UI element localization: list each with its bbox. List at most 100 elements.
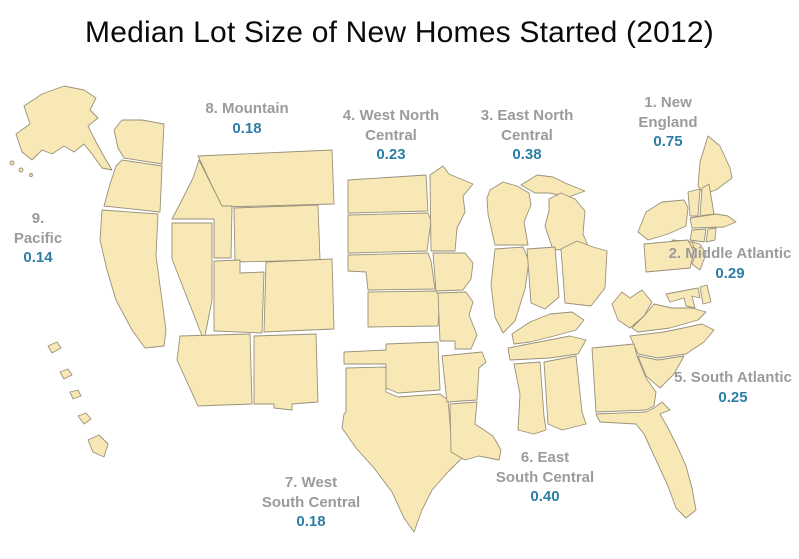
region-name-line: Central <box>501 126 553 144</box>
state-north-dakota <box>347 174 429 214</box>
region-name-line: Pacific <box>13 229 63 247</box>
state-wyoming <box>233 204 321 263</box>
state-arizona <box>176 333 253 407</box>
region-name-line: 7. West <box>284 474 338 491</box>
division-west-south-central <box>341 341 502 533</box>
state-colorado <box>263 258 335 333</box>
state-ohio <box>560 240 608 307</box>
state-nevada <box>171 222 213 342</box>
division-mountain <box>171 149 335 411</box>
state-delaware <box>699 284 712 305</box>
state-michigan <box>544 192 590 251</box>
state-idaho <box>171 159 233 259</box>
state-new-mexico <box>253 333 319 411</box>
state-louisiana <box>449 401 502 461</box>
state-oregon <box>103 159 163 213</box>
region-name-line: South Central <box>495 468 595 486</box>
division-south-atlantic <box>591 284 715 519</box>
state-iowa <box>432 252 474 292</box>
state-rhode-island <box>705 227 717 243</box>
state-illinois <box>490 246 530 334</box>
region-value: 0.14 <box>23 249 53 266</box>
state-georgia <box>591 343 657 413</box>
state-south-dakota <box>347 212 432 254</box>
region-name-line: Central <box>365 126 417 144</box>
division-west-north-central <box>347 165 478 350</box>
state-west-virginia <box>611 289 653 329</box>
aleutian-island-icon <box>29 173 33 177</box>
region-value: 0.18 <box>296 513 326 530</box>
state-hawaii-island <box>47 341 62 354</box>
page-title: Median Lot Size of New Homes Started (20… <box>85 16 714 49</box>
region-value: 0.75 <box>653 133 683 150</box>
state-washington <box>113 119 165 165</box>
state-kentucky <box>511 311 585 345</box>
region-label-new-england: 1. New England 0.75 <box>626 93 710 152</box>
region-name-line: 9. <box>31 210 45 227</box>
region-name-line: 2. Middle Atlantic <box>668 245 792 262</box>
region-name-line: England <box>638 113 698 131</box>
state-hawaii-big-island <box>87 434 109 458</box>
aleutian-island-icon <box>9 160 15 166</box>
region-label-south-atlantic: 5. South Atlantic 0.25 <box>668 368 798 407</box>
state-california <box>99 209 167 349</box>
state-new-jersey <box>691 241 707 271</box>
region-value: 0.23 <box>376 146 406 163</box>
state-arkansas <box>441 351 487 403</box>
region-label-west-south-central: 7. West South Central 0.18 <box>253 473 369 532</box>
state-massachusetts <box>689 213 737 229</box>
state-minnesota <box>429 165 474 252</box>
region-label-west-north-central: 4. West North Central 0.23 <box>331 106 451 165</box>
aleutian-island-icon <box>18 167 24 173</box>
region-name-line: 5. South Atlantic <box>674 369 792 386</box>
state-texas <box>341 366 463 533</box>
state-new-york <box>637 199 689 241</box>
state-michigan-upper-peninsula <box>520 174 586 198</box>
division-middle-atlantic <box>637 199 707 273</box>
state-south-carolina <box>637 355 685 389</box>
state-oklahoma <box>343 341 441 394</box>
region-label-east-north-central: 3. East North Central 0.38 <box>467 106 587 165</box>
state-maryland <box>665 287 701 309</box>
region-name-line: South Central <box>261 493 361 511</box>
state-indiana <box>526 246 560 310</box>
region-name-line: 3. East North <box>480 107 574 124</box>
state-wisconsin <box>486 181 532 246</box>
state-pennsylvania <box>643 239 695 273</box>
state-hawaii-island <box>69 389 82 400</box>
state-utah <box>213 259 265 334</box>
region-label-east-south-central: 6. East South Central 0.40 <box>488 448 602 507</box>
state-connecticut <box>689 228 707 243</box>
state-missouri <box>437 291 478 350</box>
state-north-carolina <box>629 323 715 359</box>
state-nebraska <box>347 252 436 291</box>
region-label-mountain: 8. Mountain 0.18 <box>188 99 306 138</box>
state-vermont <box>687 188 701 217</box>
division-pacific <box>9 85 167 458</box>
region-value: 0.38 <box>512 146 542 163</box>
region-label-middle-atlantic: 2. Middle Atlantic 0.29 <box>662 244 798 283</box>
division-east-north-central <box>486 174 608 334</box>
state-tennessee <box>507 335 587 361</box>
state-alabama <box>543 355 587 431</box>
region-value: 0.25 <box>718 388 748 406</box>
division-east-south-central <box>507 311 587 435</box>
region-value: 0.29 <box>715 264 745 282</box>
state-mississippi <box>513 361 547 435</box>
region-value: 0.18 <box>232 119 262 137</box>
region-label-pacific: 9. Pacific 0.14 <box>10 209 66 268</box>
state-virginia <box>631 303 707 333</box>
division-new-england <box>687 135 737 243</box>
region-name-line: 8. Mountain <box>205 100 289 117</box>
region-name-line: 1. New <box>644 94 692 111</box>
state-kansas <box>367 290 441 328</box>
state-florida <box>595 401 697 519</box>
region-name-line: 6. East <box>520 449 570 466</box>
region-name-line: 4. West North <box>342 107 440 124</box>
region-value: 0.40 <box>530 488 560 505</box>
state-alaska <box>15 85 113 171</box>
state-hawaii-island <box>59 368 73 380</box>
state-hawaii-island <box>77 412 92 425</box>
